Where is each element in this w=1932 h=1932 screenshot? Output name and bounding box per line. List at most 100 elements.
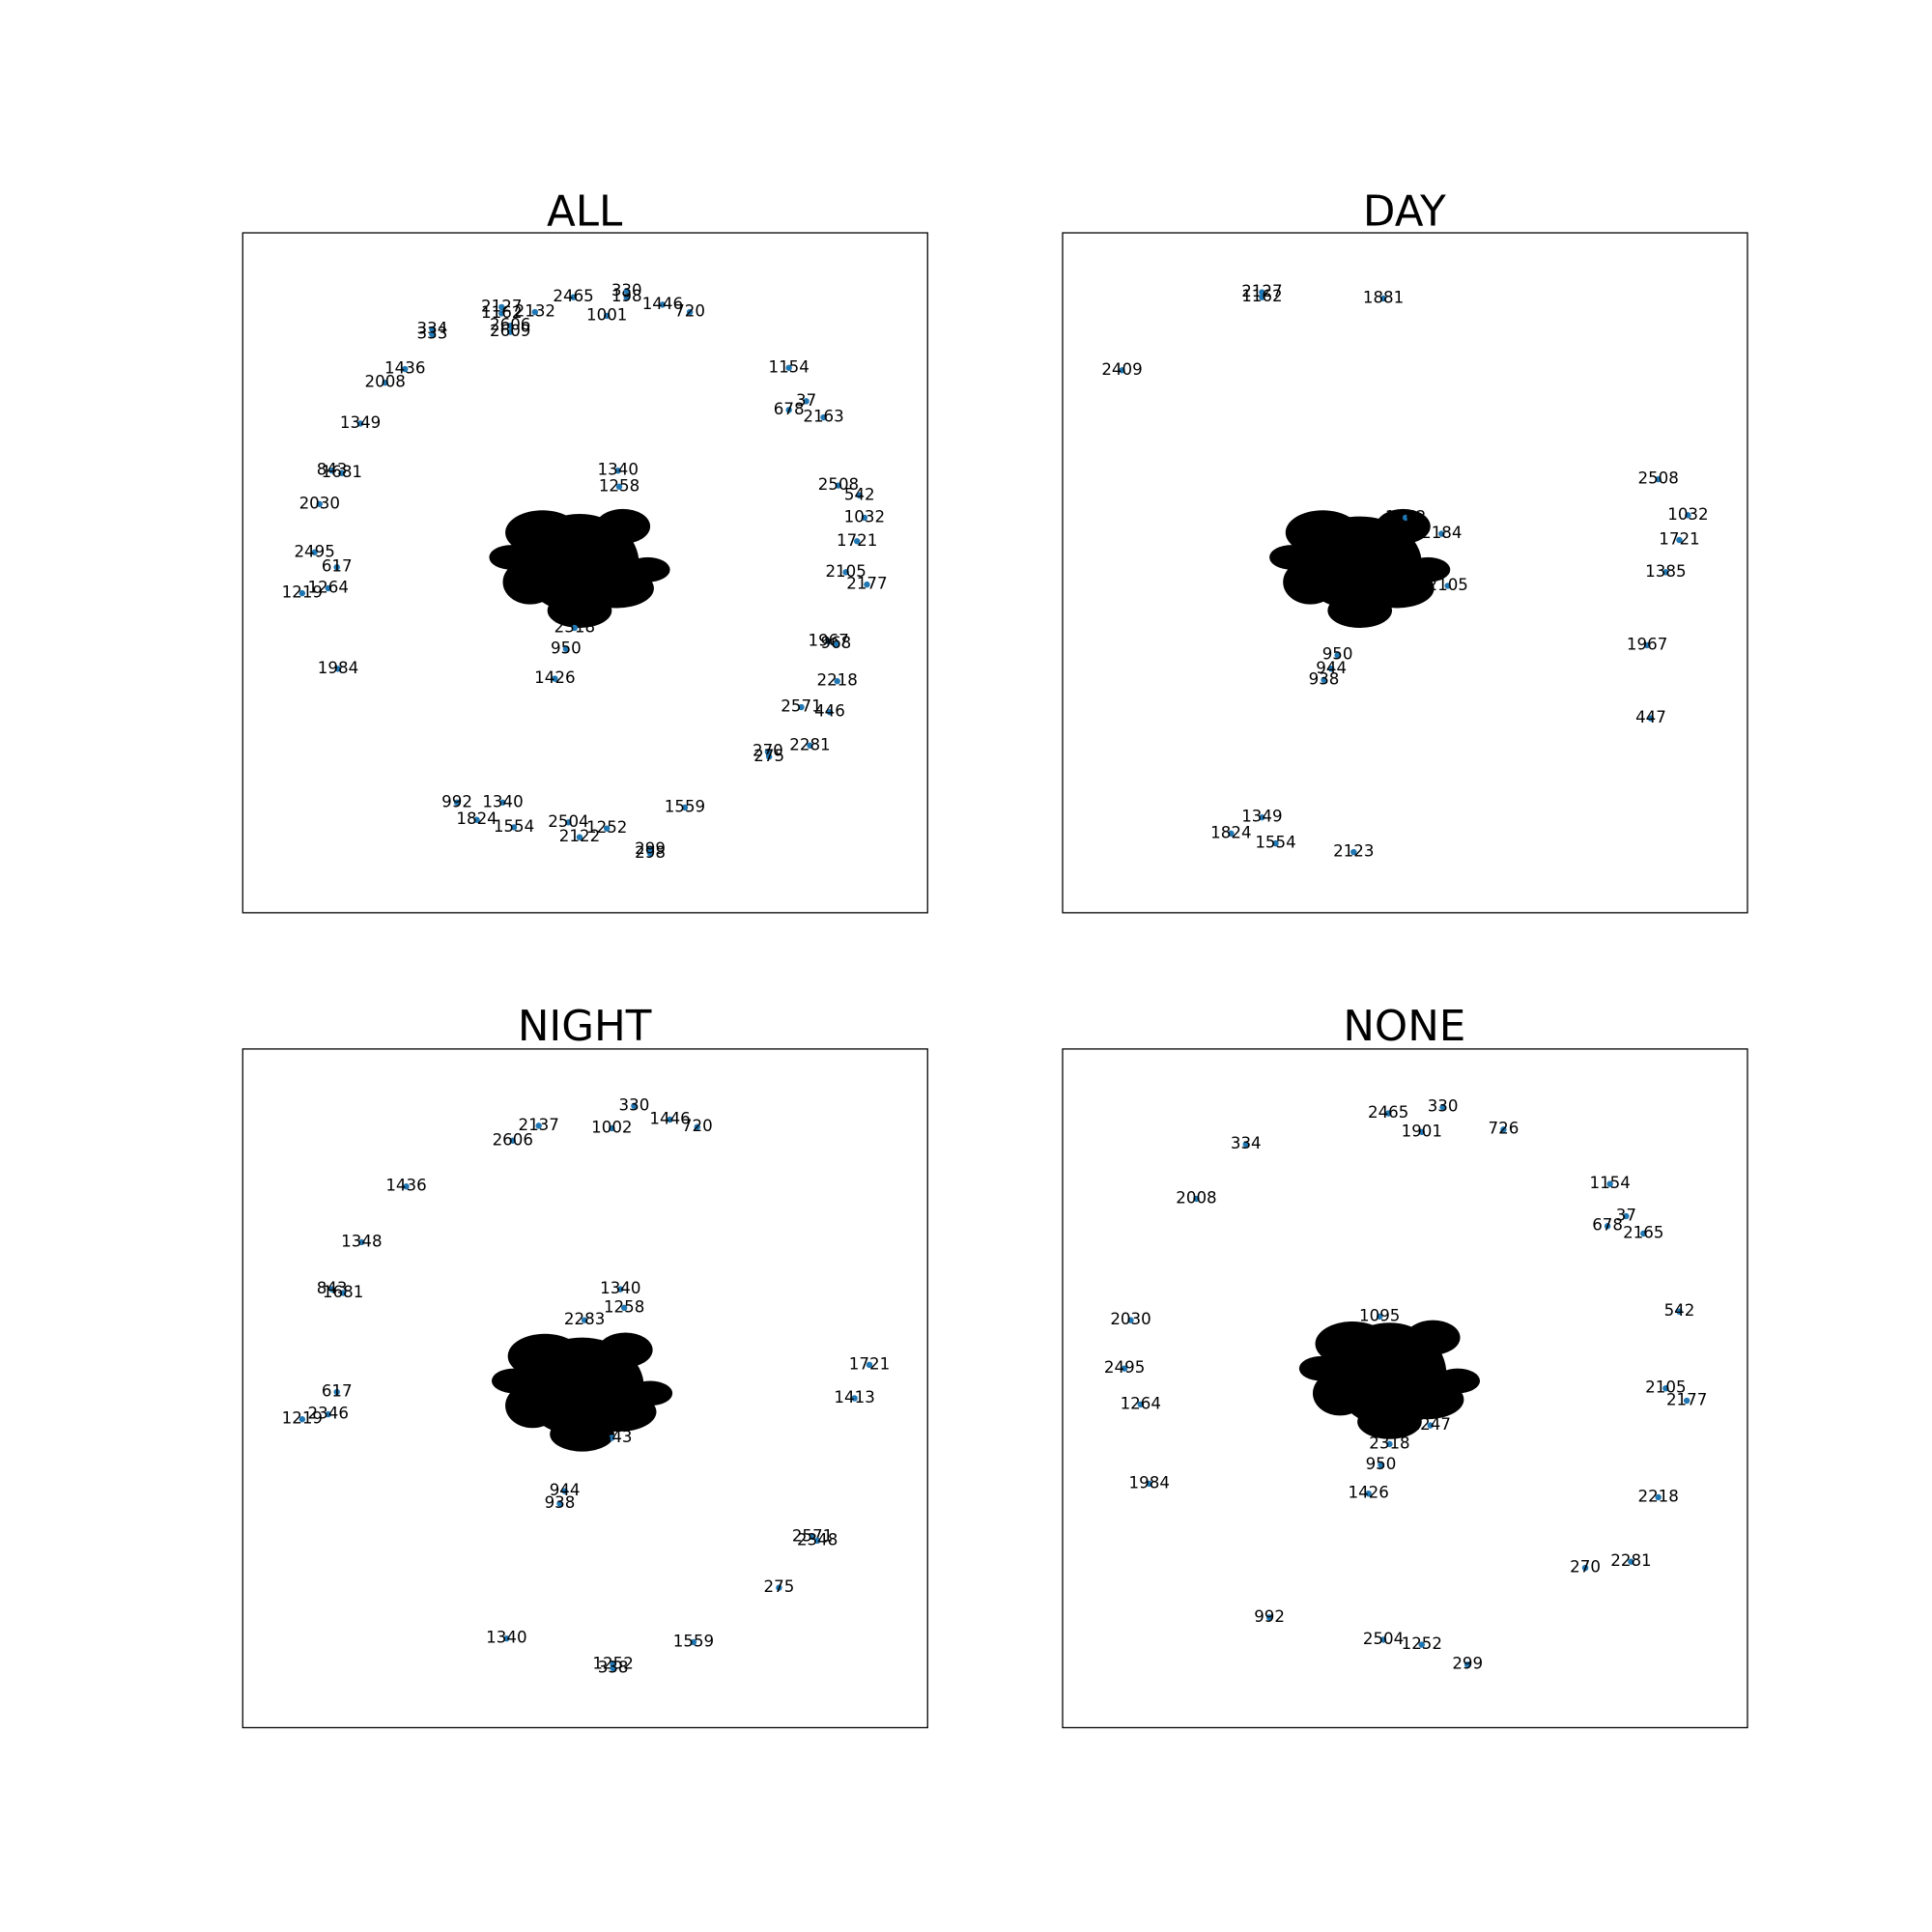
node xyxy=(620,1304,628,1312)
node xyxy=(503,1634,510,1642)
node-label: 198 xyxy=(611,287,642,305)
node-label: 720 xyxy=(682,1117,713,1135)
node-label: 720 xyxy=(674,302,705,321)
node-cluster xyxy=(1269,545,1315,570)
node-label: 1824 xyxy=(456,810,497,828)
node-label: 2281 xyxy=(789,735,830,753)
node-label: 2008 xyxy=(1176,1189,1216,1208)
node xyxy=(825,638,832,645)
node xyxy=(339,1290,347,1296)
panel-frame xyxy=(1062,232,1748,914)
node-label: 1340 xyxy=(598,461,639,479)
node-label: 678 xyxy=(1592,1216,1623,1235)
node xyxy=(1606,1180,1613,1187)
node-label: 2132 xyxy=(515,302,555,321)
node xyxy=(833,640,839,647)
node xyxy=(646,850,654,857)
node-label: 299 xyxy=(1452,1655,1483,1673)
node-label: 270 xyxy=(1570,1558,1601,1577)
node xyxy=(1683,1397,1690,1405)
node xyxy=(473,816,480,823)
node-label: 2609 xyxy=(490,322,530,340)
node xyxy=(338,469,346,476)
node xyxy=(776,1584,782,1591)
node xyxy=(861,514,868,522)
node-cluster xyxy=(1298,1355,1345,1381)
node xyxy=(1662,569,1669,576)
node xyxy=(510,824,518,831)
node xyxy=(1662,1384,1669,1392)
node xyxy=(1444,582,1451,589)
node-label: 2346 xyxy=(308,1405,349,1423)
node-label: 542 xyxy=(844,485,875,503)
node-label: 1032 xyxy=(1667,505,1708,524)
node xyxy=(333,563,340,571)
node xyxy=(1379,295,1387,302)
node-label: 2218 xyxy=(1637,1487,1678,1505)
node-cluster xyxy=(489,545,534,570)
node-label: 333 xyxy=(417,325,448,343)
node-cluster xyxy=(595,508,651,544)
node-label: 1762 xyxy=(1385,507,1426,526)
node-label: 334 xyxy=(1231,1134,1262,1152)
node-cluster xyxy=(1312,1371,1368,1416)
node xyxy=(507,328,514,335)
node xyxy=(785,407,792,413)
node xyxy=(866,1361,873,1369)
node-label: 950 xyxy=(1366,1455,1397,1473)
node-label: 446 xyxy=(814,702,845,721)
panel-title: NIGHT xyxy=(518,1003,652,1051)
node xyxy=(535,1122,542,1129)
node-label: 2105 xyxy=(825,562,866,581)
node xyxy=(581,1317,588,1323)
node-label: 1681 xyxy=(323,1283,363,1301)
node-label: 1426 xyxy=(1348,1484,1388,1502)
node xyxy=(856,492,863,499)
node-label: 617 xyxy=(322,557,353,576)
node-label: 2504 xyxy=(1363,1630,1404,1648)
node xyxy=(694,1123,700,1130)
node-label: 2184 xyxy=(1421,524,1462,542)
node-label: 1824 xyxy=(1210,823,1251,841)
node xyxy=(382,379,388,386)
node xyxy=(1604,1223,1611,1230)
node-label: 2606 xyxy=(490,316,530,334)
node xyxy=(1438,530,1445,537)
node xyxy=(1379,1636,1387,1643)
node-cluster xyxy=(1406,1320,1461,1355)
node xyxy=(325,584,331,592)
node xyxy=(1259,813,1265,821)
node xyxy=(334,666,342,672)
node-label: 2177 xyxy=(846,575,887,593)
node xyxy=(623,294,630,300)
node-label: 1252 xyxy=(586,818,627,837)
node-label: 1681 xyxy=(322,463,362,481)
node xyxy=(429,326,436,333)
node-label: 1426 xyxy=(534,668,575,687)
node xyxy=(402,365,409,373)
node xyxy=(565,819,572,826)
node-label: 1446 xyxy=(642,295,683,313)
node xyxy=(1242,1141,1249,1148)
node-label: 2409 xyxy=(1101,360,1142,379)
node xyxy=(813,1537,821,1545)
node xyxy=(571,624,579,632)
node-label: 1413 xyxy=(834,1388,874,1406)
node-label: 617 xyxy=(322,1382,353,1401)
node xyxy=(667,1116,673,1123)
node xyxy=(561,1488,568,1494)
node-label: 275 xyxy=(764,1577,795,1596)
node xyxy=(851,1395,858,1402)
node-label: 1348 xyxy=(341,1232,382,1250)
node xyxy=(1647,715,1655,722)
node-label: 2606 xyxy=(493,1130,533,1149)
node xyxy=(785,364,792,371)
node-label: 1984 xyxy=(1129,1473,1170,1492)
node xyxy=(610,1664,616,1672)
node-label: 1162 xyxy=(1241,287,1282,305)
node xyxy=(1439,1103,1446,1111)
node-label: 843 xyxy=(317,1279,348,1297)
node-label: 1002 xyxy=(591,1118,632,1136)
node-label: 1559 xyxy=(673,1632,714,1650)
node xyxy=(358,1238,365,1246)
